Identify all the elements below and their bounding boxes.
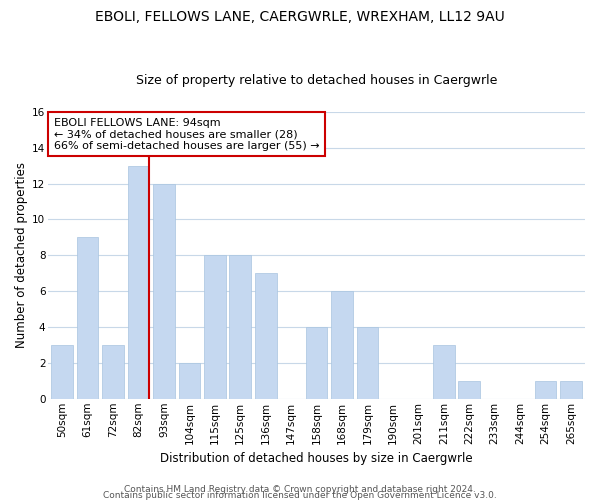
Bar xyxy=(560,381,582,399)
Y-axis label: Number of detached properties: Number of detached properties xyxy=(15,162,28,348)
Text: EBOLI, FELLOWS LANE, CAERGWRLE, WREXHAM, LL12 9AU: EBOLI, FELLOWS LANE, CAERGWRLE, WREXHAM,… xyxy=(95,10,505,24)
Bar xyxy=(331,291,353,399)
Bar xyxy=(52,345,73,399)
Bar xyxy=(204,256,226,399)
Bar xyxy=(356,327,378,399)
Bar xyxy=(179,363,200,399)
Bar xyxy=(77,238,98,399)
Bar xyxy=(255,273,277,399)
Bar xyxy=(535,381,556,399)
Bar xyxy=(306,327,328,399)
X-axis label: Distribution of detached houses by size in Caergwrle: Distribution of detached houses by size … xyxy=(160,452,473,465)
Bar xyxy=(153,184,175,399)
Bar xyxy=(229,256,251,399)
Text: Contains public sector information licensed under the Open Government Licence v3: Contains public sector information licen… xyxy=(103,490,497,500)
Bar xyxy=(128,166,149,399)
Bar xyxy=(458,381,480,399)
Text: EBOLI FELLOWS LANE: 94sqm
← 34% of detached houses are smaller (28)
66% of semi-: EBOLI FELLOWS LANE: 94sqm ← 34% of detac… xyxy=(53,118,319,150)
Bar xyxy=(433,345,455,399)
Title: Size of property relative to detached houses in Caergwrle: Size of property relative to detached ho… xyxy=(136,74,497,87)
Text: Contains HM Land Registry data © Crown copyright and database right 2024.: Contains HM Land Registry data © Crown c… xyxy=(124,484,476,494)
Bar xyxy=(102,345,124,399)
